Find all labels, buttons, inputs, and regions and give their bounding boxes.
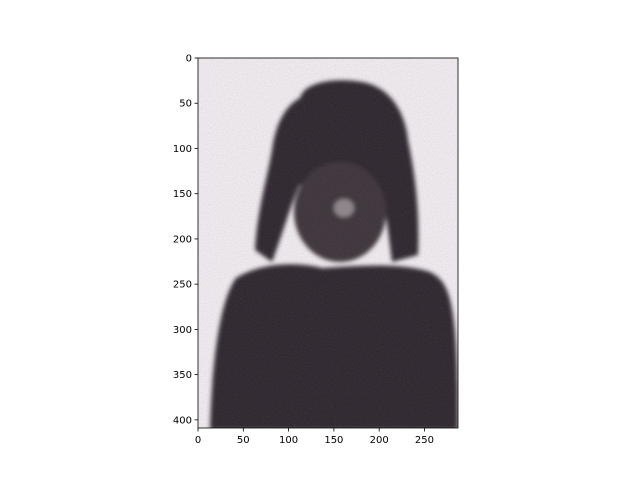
x-tick-label: 0 <box>195 435 201 446</box>
image-grain <box>198 58 458 428</box>
y-axis: 0 50 100 150 200 250 300 350 400 <box>173 54 198 426</box>
y-tick-label: 100 <box>173 144 192 155</box>
plot-area <box>198 58 458 428</box>
axes-frame <box>197 57 459 429</box>
x-tick-label: 250 <box>415 435 434 446</box>
y-tick-label: 350 <box>173 370 192 381</box>
x-tick-label: 150 <box>324 435 343 446</box>
y-tick-label: 200 <box>173 234 192 245</box>
x-tick-label: 100 <box>279 435 298 446</box>
y-tick-label: 400 <box>173 415 192 426</box>
y-tick-label: 300 <box>173 325 192 336</box>
y-tick-label: 50 <box>179 99 192 110</box>
y-tick-label: 0 <box>186 54 192 65</box>
y-tick-label: 250 <box>173 280 192 291</box>
x-tick-label: 200 <box>370 435 389 446</box>
x-axis: 0 50 100 150 200 250 <box>195 428 434 446</box>
x-tick-label: 50 <box>237 435 250 446</box>
y-tick-label: 150 <box>173 189 192 200</box>
